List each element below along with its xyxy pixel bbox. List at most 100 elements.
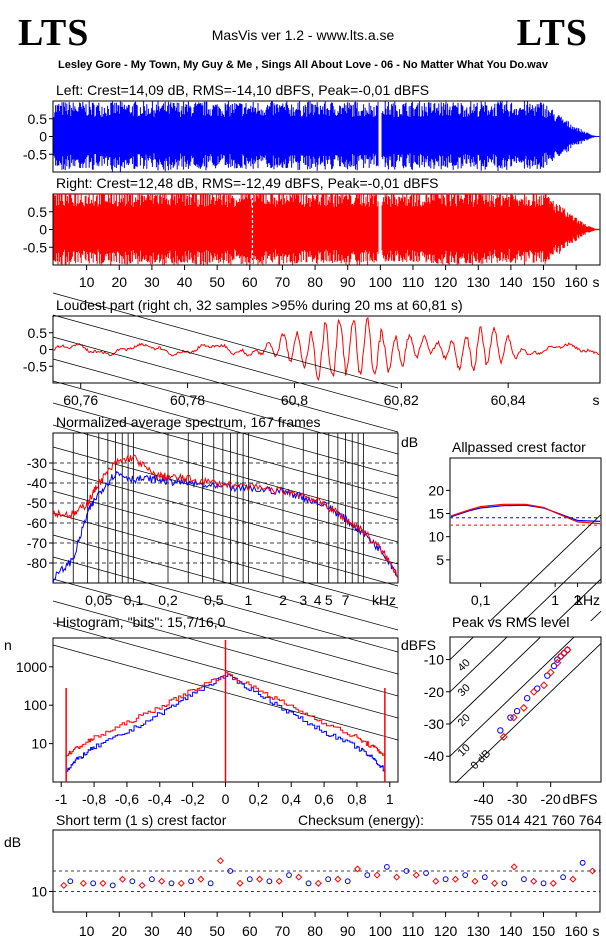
spectrum-slope-line	[52, 292, 399, 389]
peak-rms-frame-top	[449, 636, 602, 783]
spectrum-slope-line	[52, 512, 399, 609]
panel-title: Histogram, "bits": 15,7/16,0	[56, 614, 226, 630]
right-short-term-point	[451, 875, 459, 883]
x-tick-label: 2	[574, 592, 582, 608]
x-tick-label: 1	[244, 592, 252, 608]
left-short-term-point	[383, 864, 390, 870]
right-peak-rms-point	[553, 658, 562, 667]
right-short-term-point	[569, 875, 577, 883]
x-tick-label: -0,4	[148, 791, 172, 807]
x-tick-label: 70	[275, 274, 291, 290]
y-tick-label: 1000	[16, 659, 47, 675]
diagonal-label: 20	[456, 712, 473, 729]
left-short-term-point	[344, 878, 351, 885]
y-tick-label: -60	[27, 515, 47, 531]
diagonal-label: 0 dB	[469, 748, 493, 772]
y-tick-label: -10	[424, 652, 444, 668]
left-short-term-point	[521, 876, 527, 883]
right-short-term-point	[393, 873, 401, 881]
right-short-term-point	[236, 879, 244, 887]
x-tick-label: 70	[275, 923, 291, 939]
x-tick-label: 7	[342, 592, 350, 608]
right-short-term-point	[138, 881, 146, 889]
x-tick-label: 60,76	[63, 392, 98, 408]
x-tick-label: 60	[242, 274, 258, 290]
x-tick-label: 140	[499, 923, 523, 939]
x-tick-label: 0,2	[158, 592, 178, 608]
left-short-term-point	[403, 868, 410, 874]
left-short-term-point	[67, 878, 74, 885]
x-tick-label: 60,82	[384, 392, 419, 408]
y-tick-label: -0.5	[23, 358, 47, 374]
waveform-trace	[53, 101, 600, 172]
y-tick-label: -40	[424, 748, 444, 764]
app-title: MasVis ver 1.2 - www.lts.a.se	[211, 27, 395, 43]
right-short-term-point	[530, 877, 538, 885]
y-tick-label: 0.5	[28, 111, 48, 127]
x-tick-label: 0,5	[204, 592, 224, 608]
left-peak-rms-point	[513, 707, 521, 715]
left-short-term-point	[462, 872, 469, 878]
left-short-term-point	[188, 878, 194, 885]
left-short-term-point	[579, 859, 586, 866]
left-short-term-point	[109, 882, 116, 889]
peak-rms-clip-bottom	[406, 783, 606, 813]
y-tick-label: 0	[39, 342, 47, 358]
x-tick-label: -1	[55, 791, 68, 807]
crest-diagonal-line	[449, 514, 602, 660]
x-tick-label: 60,8	[281, 392, 308, 408]
left-short-term-point	[90, 880, 97, 887]
x-tick-label: 20	[111, 274, 127, 290]
x-tick-label: 120	[434, 923, 458, 939]
left-short-term-point	[207, 880, 214, 887]
panel-title: Normalized average spectrum, 167 frames	[56, 414, 321, 430]
x-tick-label: 150	[532, 923, 556, 939]
y-tick-label: 0	[39, 222, 47, 238]
y-tick-label: 10	[31, 884, 47, 900]
left-short-term-point	[501, 880, 508, 887]
right-short-term-point	[314, 879, 322, 887]
spectrum-clip-left	[0, 430, 53, 586]
x-tick-label: 1	[551, 592, 559, 608]
x-tick-label: 120	[434, 274, 458, 290]
left-peak-rms-point	[497, 727, 504, 734]
x-tick-label: 0,4	[281, 791, 301, 807]
y-tick-label: 10	[428, 529, 444, 545]
right-peak-rms-point	[546, 668, 555, 677]
left-short-term-point	[286, 872, 292, 878]
x-tick-label: 3	[299, 592, 307, 608]
x-tick-label: 0,1	[471, 592, 491, 608]
spectrum-slope-line	[52, 468, 399, 565]
right-short-term-point	[412, 871, 420, 879]
y-axis-label: dBFS	[401, 637, 436, 653]
left-short-term-point	[560, 874, 567, 881]
left-short-term-point	[325, 876, 332, 883]
file-title: Lesley Gore - My Town, My Guy & Me , Sin…	[58, 59, 548, 71]
left-short-term-point	[149, 876, 155, 883]
x-tick-label: 140	[499, 274, 523, 290]
spectrum-slope-line	[52, 402, 399, 499]
x-tick-label: 100	[369, 923, 393, 939]
left-short-term-point	[168, 880, 175, 887]
right-peak-rms-point	[563, 645, 572, 654]
x-tick-label: 0,05	[85, 592, 112, 608]
x-tick-label: 0	[222, 791, 230, 807]
left-short-term-point	[442, 876, 449, 883]
x-tick-label: 30	[144, 274, 160, 290]
crest-frame	[449, 457, 602, 584]
x-tick-label: -0,8	[82, 791, 106, 807]
right-short-term-point	[60, 881, 68, 889]
x-tick-label: 110	[402, 923, 425, 939]
left-short-term-point	[266, 878, 273, 885]
loudest-part-trace	[53, 316, 600, 382]
panel-title: Loudest part (right ch, 32 samples >95% …	[56, 297, 463, 313]
left-crest-line	[450, 504, 601, 522]
spectrum-clip-right	[399, 430, 439, 586]
y-axis-label: dB	[401, 434, 418, 450]
right-short-term-point	[79, 879, 87, 887]
x-tick-label: 130	[467, 923, 491, 939]
x-tick-label: 0,1	[124, 592, 144, 608]
x-tick-label: 90	[340, 923, 356, 939]
peak-rms-clip-left	[402, 625, 450, 784]
